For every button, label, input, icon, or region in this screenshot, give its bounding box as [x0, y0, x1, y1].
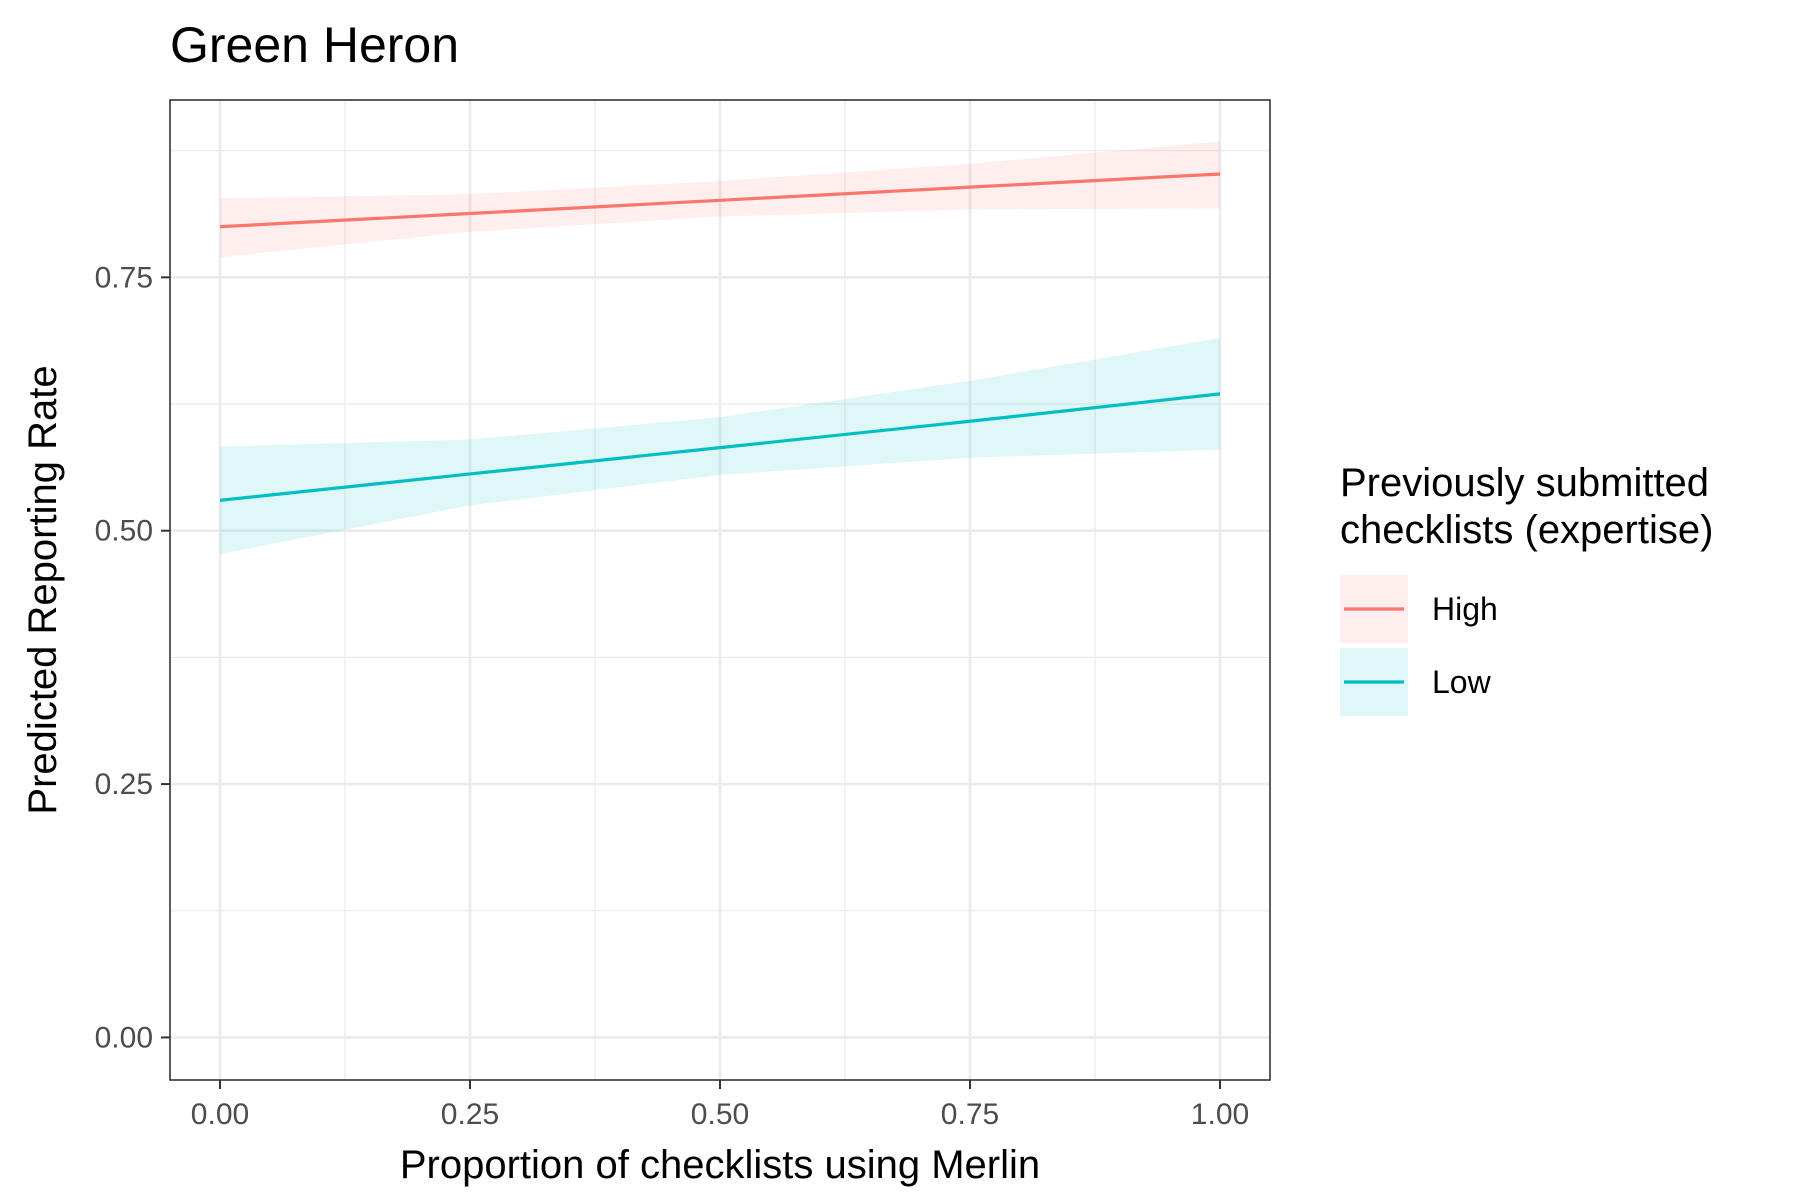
y-tick-label: 0.00	[95, 1021, 153, 1054]
legend-title-line-2: checklists (expertise)	[1340, 508, 1713, 552]
chart-title: Green Heron	[170, 17, 459, 73]
y-tick-label: 0.50	[95, 515, 153, 548]
series-line-low	[219, 392, 1221, 502]
y-axis-title: Predicted Reporting Rate	[21, 365, 65, 814]
legend-label-high: High	[1432, 591, 1498, 627]
legend: Previously submitted checklists (experti…	[1340, 461, 1713, 716]
legend-keys: High Low	[1340, 575, 1498, 716]
legend-title-line-1: Previously submitted	[1340, 461, 1709, 505]
x-axis-title: Proportion of checklists using Merlin	[400, 1143, 1040, 1187]
series-lines	[219, 172, 1221, 502]
x-tick-label: 0.25	[441, 1098, 499, 1131]
x-tick-label: 1.00	[1191, 1098, 1249, 1131]
x-tick-label: 0.00	[191, 1098, 249, 1131]
x-tick-label: 0.50	[691, 1098, 749, 1131]
y-tick-label: 0.75	[95, 261, 153, 294]
legend-label-low: Low	[1432, 664, 1492, 700]
x-tick-label: 0.75	[941, 1098, 999, 1131]
y-tick-label: 0.25	[95, 768, 153, 801]
series-line-high	[219, 172, 1221, 229]
grid	[170, 100, 1270, 1080]
axes: 0.00 0.25 0.50 0.75 1.00 0.00 0.25 0.50 0.75	[95, 261, 1250, 1131]
